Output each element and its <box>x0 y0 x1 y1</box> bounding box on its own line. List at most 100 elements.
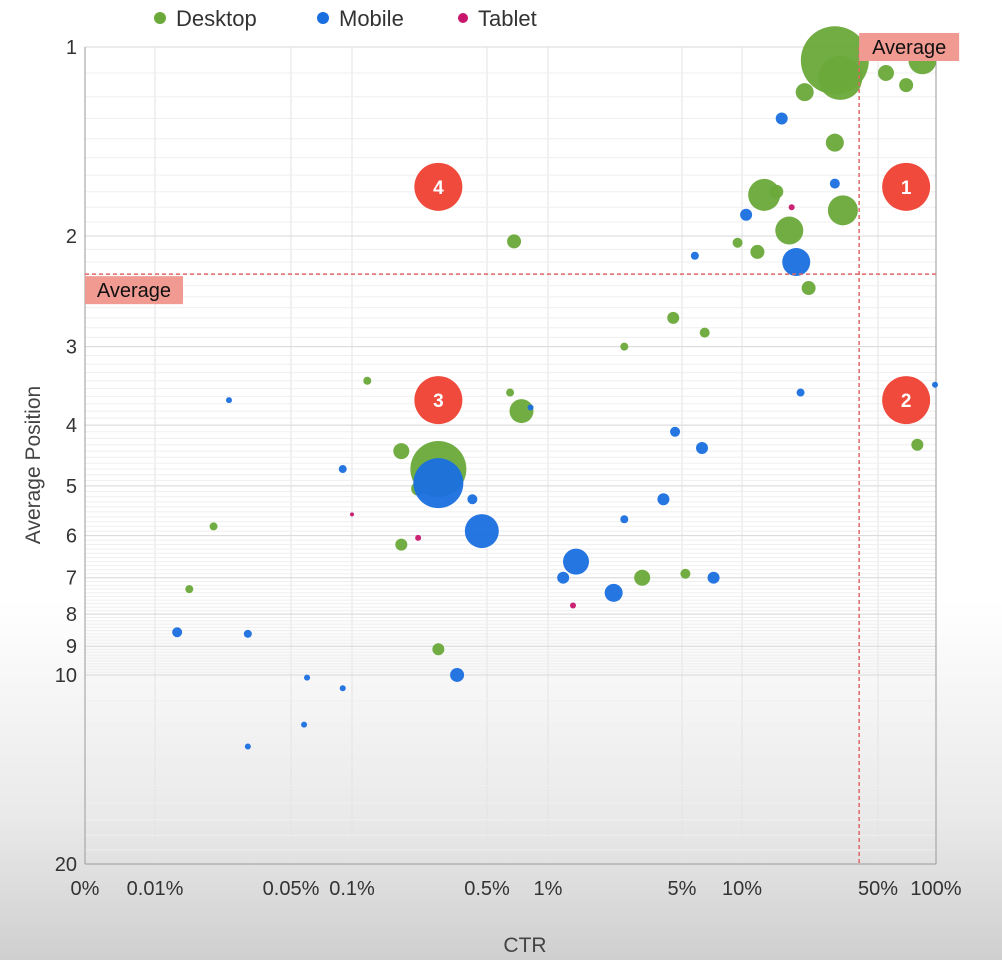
data-points <box>172 26 938 750</box>
point-mobile <box>707 571 720 584</box>
legend-item-mobile: Mobile <box>317 6 404 31</box>
point-desktop <box>899 78 914 93</box>
y-tick-label: 8 <box>66 604 77 626</box>
point-tablet <box>415 534 422 541</box>
y-average-label-bg <box>85 276 183 305</box>
x-tick-label: 1% <box>534 878 563 900</box>
point-desktop <box>877 64 894 81</box>
quadrant-badge-4 <box>414 162 463 211</box>
point-mobile <box>657 493 670 506</box>
point-mobile <box>829 178 840 189</box>
point-desktop <box>506 388 515 397</box>
point-mobile <box>225 397 232 404</box>
quadrant-number-3: 3 <box>433 391 444 412</box>
legend-label-tablet: Tablet <box>478 6 537 31</box>
point-mobile <box>557 571 570 584</box>
point-desktop <box>395 538 408 551</box>
x-average-label-bg <box>859 33 960 61</box>
point-desktop <box>432 643 445 656</box>
quadrant-number-4: 4 <box>433 178 444 199</box>
x-tick-label: 50% <box>858 878 898 900</box>
x-tick-label: 0.05% <box>263 878 320 900</box>
y-tick-label: 1 <box>66 37 77 59</box>
point-mobile <box>932 381 938 388</box>
point-desktop <box>507 234 522 249</box>
x-tick-label: 5% <box>668 878 697 900</box>
point-desktop <box>680 568 691 579</box>
legend-item-desktop: Desktop <box>154 6 257 31</box>
point-desktop <box>509 399 534 424</box>
point-desktop <box>667 311 680 324</box>
point-mobile <box>527 404 534 411</box>
legend: Desktop Mobile Tablet <box>154 6 537 31</box>
point-mobile <box>172 627 183 638</box>
quadrant-badge-3 <box>414 376 463 425</box>
reference-lines: Average Average <box>85 33 960 864</box>
point-mobile <box>604 583 623 602</box>
point-mobile <box>338 465 347 474</box>
y-axis-title: Average Position <box>22 386 45 544</box>
x-tick-label: 0.1% <box>329 878 375 900</box>
y-tick-label: 3 <box>66 337 77 359</box>
point-mobile <box>243 629 252 638</box>
point-desktop <box>634 569 651 586</box>
y-tick-label: 6 <box>66 526 77 548</box>
point-desktop <box>827 195 858 226</box>
point-desktop <box>775 216 804 245</box>
point-desktop <box>818 55 863 100</box>
quadrant-badge-1 <box>882 162 931 211</box>
x-tick-label: 0.5% <box>464 878 510 900</box>
point-mobile <box>339 685 346 692</box>
point-desktop <box>795 83 814 102</box>
point-desktop <box>911 438 924 451</box>
point-mobile <box>464 514 499 549</box>
point-mobile <box>670 426 681 437</box>
x-axis-title: CTR <box>503 934 546 957</box>
point-desktop <box>825 133 844 152</box>
y-tick-label: 20 <box>55 854 77 876</box>
quadrant-badges: 1 2 3 4 <box>414 162 931 425</box>
quadrant-number-1: 1 <box>901 178 912 199</box>
point-desktop <box>363 376 372 385</box>
x-average-label: Average <box>872 37 946 59</box>
axes: 0% 0.01% 0.05% 0.1% 0.5% 1% 5% 10% 50% 100% 1 2 3 4 5 6… <box>55 37 962 900</box>
x-tick-label: 0.01% <box>127 878 184 900</box>
y-tick-label: 2 <box>66 226 77 248</box>
legend-label-mobile: Mobile <box>339 6 404 31</box>
point-mobile <box>796 388 805 397</box>
x-tick-label: 100% <box>910 878 961 900</box>
y-tick-label: 9 <box>66 636 77 658</box>
y-average-label: Average <box>97 280 171 302</box>
point-desktop <box>620 342 629 351</box>
y-tick-label: 10 <box>55 665 77 687</box>
legend-marker-mobile <box>317 12 329 24</box>
point-desktop <box>209 522 218 531</box>
point-tablet <box>569 602 576 609</box>
point-mobile <box>450 667 465 682</box>
point-mobile <box>740 208 753 221</box>
point-mobile <box>563 548 590 575</box>
point-desktop <box>801 281 816 296</box>
y-tick-label: 5 <box>66 476 77 498</box>
point-mobile <box>413 458 464 509</box>
point-mobile <box>301 721 308 728</box>
legend-marker-desktop <box>154 12 166 24</box>
point-mobile <box>696 441 709 454</box>
point-desktop <box>699 327 710 338</box>
x-tick-label: 0% <box>71 878 100 900</box>
point-desktop <box>185 585 194 594</box>
y-tick-label: 7 <box>66 568 77 590</box>
point-mobile <box>690 251 699 260</box>
legend-item-tablet: Tablet <box>458 6 537 31</box>
point-mobile <box>304 674 311 681</box>
point-mobile <box>620 515 629 524</box>
grid <box>84 46 937 865</box>
point-mobile <box>775 112 788 125</box>
y-tick-label: 4 <box>66 415 77 437</box>
point-mobile <box>467 494 478 505</box>
point-mobile <box>244 743 251 750</box>
point-desktop <box>750 244 765 259</box>
quadrant-number-2: 2 <box>901 391 912 412</box>
point-desktop <box>732 237 743 248</box>
